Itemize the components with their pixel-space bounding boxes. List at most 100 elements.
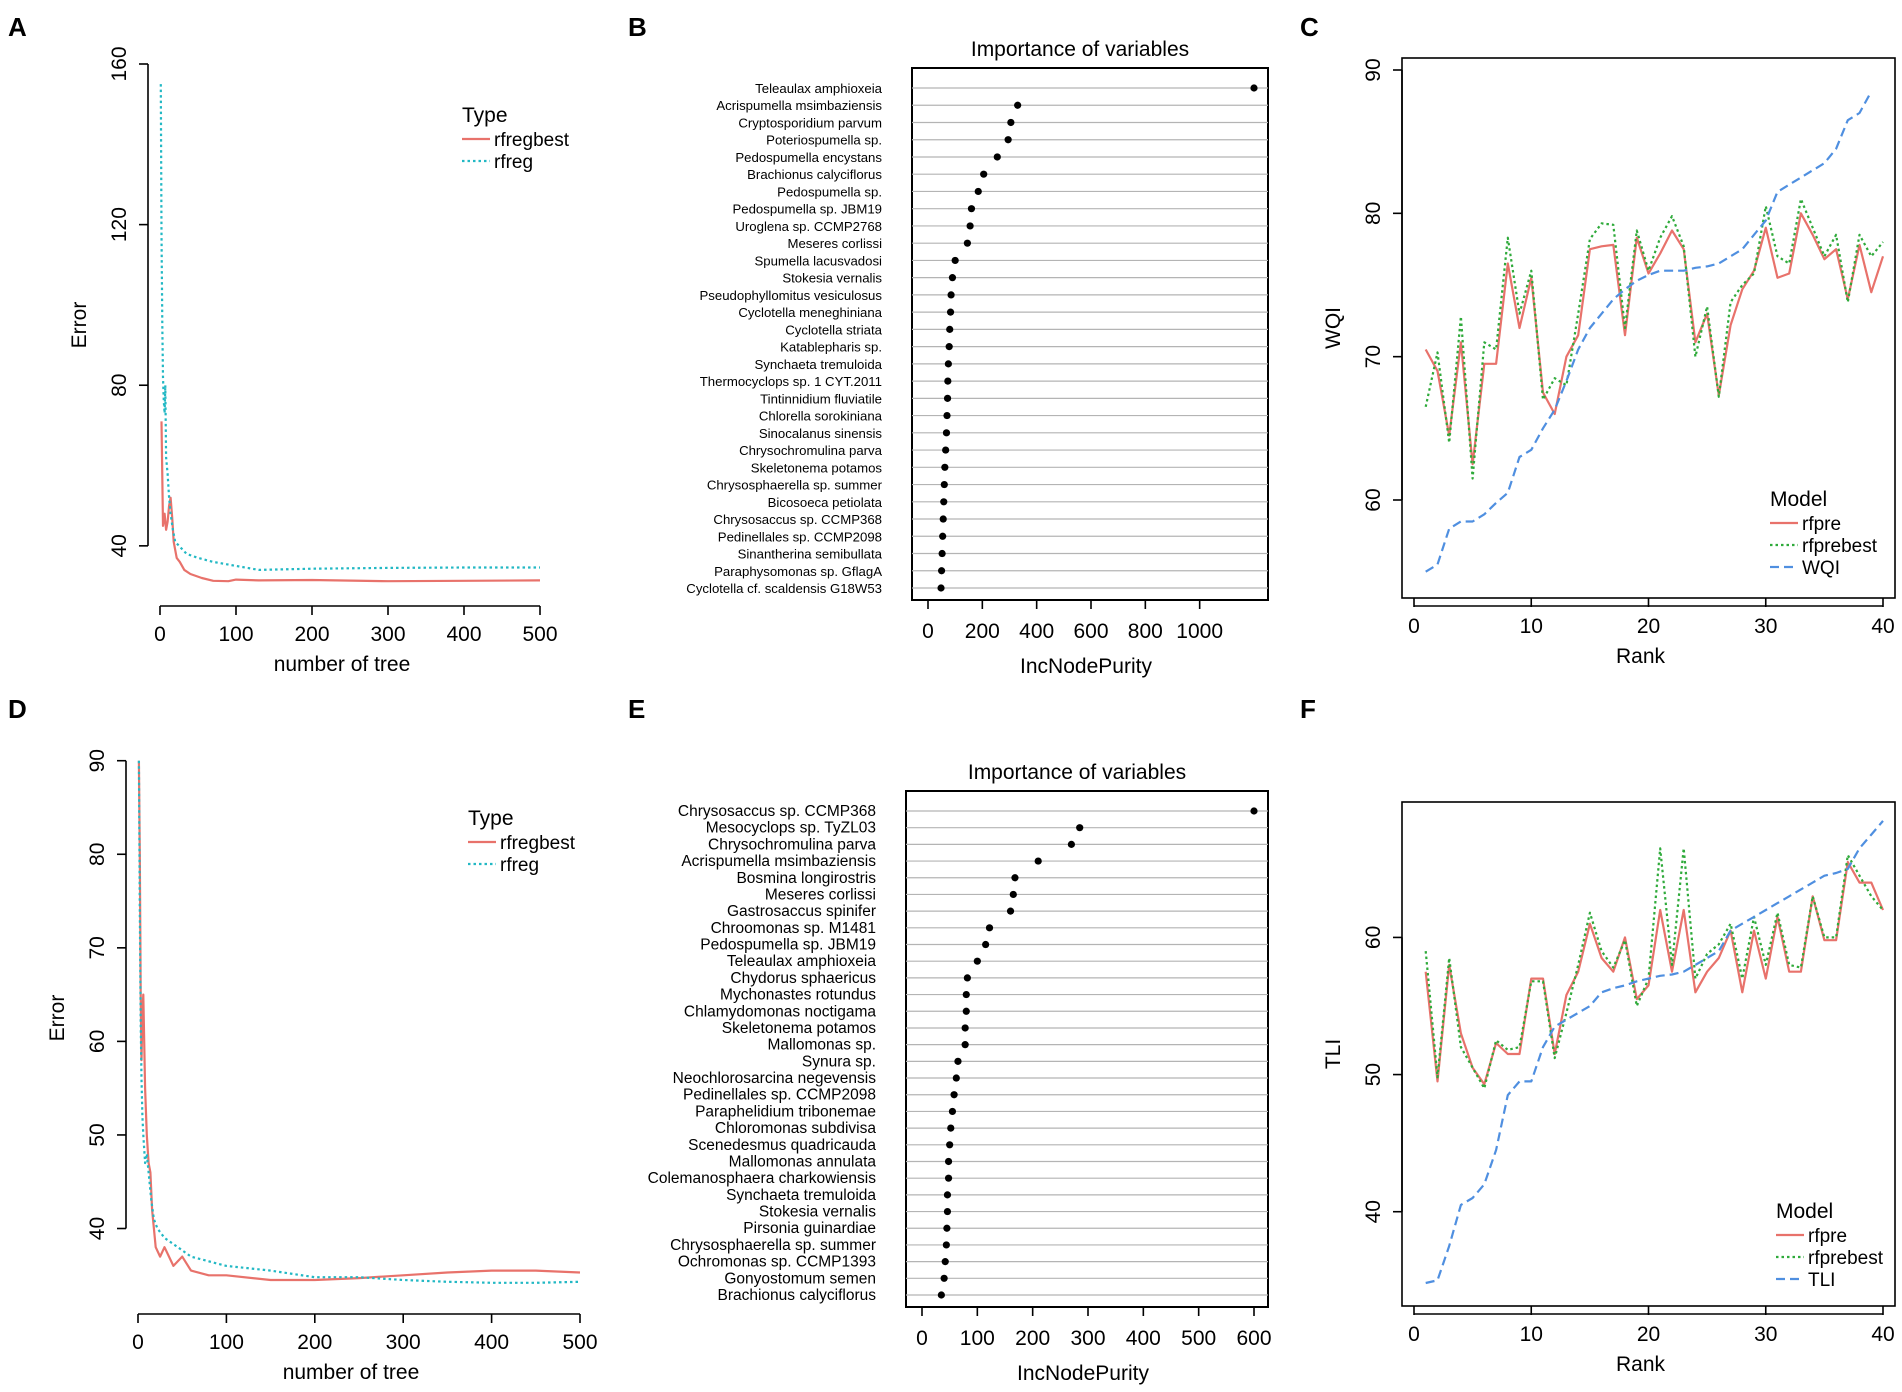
x-tick-label: 20 xyxy=(1637,1323,1660,1346)
data-point xyxy=(943,394,952,402)
y-tick-label: 80 xyxy=(1362,202,1385,225)
data-point xyxy=(948,1107,957,1116)
category-label: Pedospumella sp. JBM19 xyxy=(700,937,876,954)
x-tick-label: 300 xyxy=(1070,1327,1105,1350)
data-point xyxy=(961,1024,969,1032)
x-tick-label: 200 xyxy=(1015,1327,1050,1350)
y-axis-label: WQI xyxy=(1322,307,1345,349)
data-point xyxy=(937,1291,945,1299)
category-label: Brachionus calyciflorus xyxy=(717,1287,876,1304)
data-point xyxy=(940,480,948,489)
legend-label-rfreg: rfreg xyxy=(494,152,533,173)
x-tick-label: 0 xyxy=(154,623,166,646)
data-point xyxy=(967,205,976,213)
legend-label-rfregbest: rfregbest xyxy=(494,130,570,151)
x-tick-label: 30 xyxy=(1754,615,1777,638)
category-label: Bosmina longirostris xyxy=(736,870,876,887)
data-point xyxy=(961,1041,969,1049)
y-tick-label: 120 xyxy=(108,207,131,242)
category-label: Scenedesmus quadricauda xyxy=(688,1137,876,1154)
x-tick-label: 40 xyxy=(1871,615,1894,638)
x-tick-label: 1000 xyxy=(1176,620,1223,643)
data-point xyxy=(939,532,947,540)
category-label: Paraphysomonas sp. GflagA xyxy=(714,564,882,579)
x-tick-label: 100 xyxy=(209,1331,244,1354)
series-line-rfpre xyxy=(1424,860,1885,1086)
panel-label-c: C xyxy=(1300,12,1319,42)
y-tick-label: 80 xyxy=(108,374,131,397)
category-label: Chydorus sphaericus xyxy=(730,970,876,987)
y-tick-label: 70 xyxy=(86,936,109,959)
data-point xyxy=(952,1074,960,1082)
series-line-rfprebest xyxy=(1424,847,1884,1090)
legend-title: Model xyxy=(1770,488,1827,511)
x-tick-label: 0 xyxy=(916,1327,928,1350)
data-point xyxy=(1006,907,1015,915)
legend-label-rfreg: rfreg xyxy=(500,855,539,876)
data-point xyxy=(942,446,950,454)
panel-D: D 40 50 60 70 80 90 0 100 200 300 400 500 number of … xyxy=(8,694,598,1384)
category-label: Mesocyclops sp. TyZL03 xyxy=(706,820,876,837)
category-label: Chlamydomonas noctigama xyxy=(684,1003,877,1020)
category-label: Skeletonema potamos xyxy=(722,1020,876,1037)
category-label: Cyclotella meneghiniana xyxy=(738,305,882,320)
category-label: Gastrosaccus spinifer xyxy=(727,903,876,920)
data-point xyxy=(939,515,947,523)
data-point xyxy=(937,567,946,575)
data-point xyxy=(1007,118,1015,127)
category-label: Meseres corlissi xyxy=(787,236,882,251)
y-tick-label: 50 xyxy=(86,1123,109,1146)
series-line-rfreg xyxy=(159,84,540,571)
data-point xyxy=(1034,857,1042,865)
x-tick-label: 600 xyxy=(1236,1327,1271,1350)
x-tick-label: 10 xyxy=(1520,615,1543,638)
data-point xyxy=(946,1141,954,1149)
y-tick-label: 40 xyxy=(108,534,131,557)
category-label: Chlorella sorokiniana xyxy=(759,409,883,424)
data-point xyxy=(946,308,955,316)
x-tick-label: 200 xyxy=(294,623,329,646)
x-tick-label: 100 xyxy=(960,1327,995,1350)
data-point xyxy=(1011,874,1019,882)
panel-A: A 40 80 120 160 0 100 200 300 400 500 number of tr… xyxy=(8,12,570,676)
x-tick-label: 300 xyxy=(370,623,405,646)
data-point xyxy=(943,1207,952,1216)
data-point xyxy=(951,256,959,265)
data-point xyxy=(948,274,957,282)
data-point xyxy=(1250,807,1258,815)
data-point xyxy=(947,291,955,299)
series-line-wqi xyxy=(1425,90,1873,573)
category-label: Pedospumella sp. JBM19 xyxy=(732,202,882,217)
x-tick-label: 400 xyxy=(474,1331,509,1354)
category-label: Sinocalanus sinensis xyxy=(759,426,883,441)
category-label: Colemanosphaera charkowiensis xyxy=(648,1170,877,1187)
x-tick-label: 0 xyxy=(1408,615,1420,638)
panel-label-b: B xyxy=(628,12,647,42)
category-label: Chrysosaccus sp. CCMP368 xyxy=(678,803,876,820)
data-point xyxy=(954,1057,962,1065)
legend-label-rfprebest: rfprebest xyxy=(1802,536,1878,557)
category-label: Teleaulax amphioxeia xyxy=(727,953,876,970)
category-label: Skeletonema potamos xyxy=(751,460,883,475)
category-label: Uroglena sp. CCMP2768 xyxy=(735,219,882,234)
category-label: Stokesia vernalis xyxy=(759,1204,876,1221)
chart-title: Importance of variables xyxy=(971,38,1189,61)
data-point xyxy=(1004,136,1012,144)
category-label: Teleaulax amphioxeia xyxy=(755,81,882,96)
category-label: Chrysosphaerella sp. summer xyxy=(707,478,883,493)
category-label: Pedospumella sp. xyxy=(777,184,882,199)
data-point xyxy=(963,239,971,247)
category-label: Cyclotella cf. scaldensis G18W53 xyxy=(686,581,882,596)
data-point xyxy=(980,170,988,178)
plot-frame xyxy=(905,790,1269,1308)
y-axis-label: Error xyxy=(46,995,69,1042)
data-point xyxy=(943,1191,952,1199)
data-point xyxy=(993,153,1001,161)
plot-frame xyxy=(911,67,1269,601)
series-line-tli xyxy=(1425,820,1884,1285)
y-tick-label: 40 xyxy=(86,1217,109,1240)
x-tick-label: 0 xyxy=(1408,1323,1420,1346)
data-point xyxy=(982,940,990,949)
category-label: Chroomonas sp. M1481 xyxy=(711,920,876,937)
